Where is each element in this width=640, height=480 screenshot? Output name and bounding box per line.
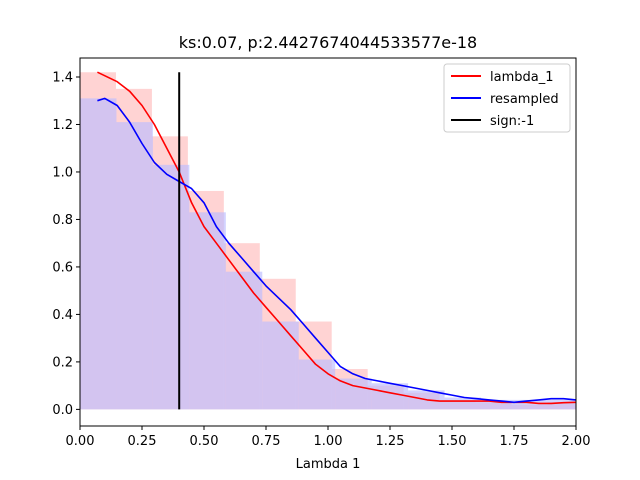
histogram-layer [80, 72, 576, 410]
series-line-resampled [97, 97, 577, 404]
hist-bar-resampled-13 [553, 399, 576, 410]
x-tick-label: 0.25 [128, 434, 157, 449]
x-tick-label: 0.00 [66, 434, 95, 449]
line-layer [97, 71, 577, 410]
x-tick-label: 0.75 [252, 434, 281, 449]
hist-bar-resampled-6 [298, 359, 336, 410]
chart-title: ks:0.07, p:2.4427674044533577e-18 [179, 33, 477, 52]
hist-bar-resampled-7 [335, 378, 372, 410]
hist-bar-resampled-8 [371, 383, 409, 410]
legend-label-sign: sign:-1 [490, 114, 534, 129]
x-tick-label: 1.25 [376, 434, 405, 449]
x-tick-label: 2.00 [562, 434, 591, 449]
y-tick-label: 1.2 [52, 118, 73, 133]
hist-bar-resampled-4 [225, 271, 263, 410]
y-tick-label: 0.8 [52, 213, 73, 228]
y-axis-ticks: 0.0 0.2 0.4 0.6 0.8 1.0 1.2 1.4 [52, 70, 80, 418]
plot-area [80, 71, 577, 410]
x-axis-ticks: 0.00 0.25 0.50 0.75 1.00 1.25 1.50 1.75 2.00 [66, 426, 591, 449]
hist-bar-resampled-3 [189, 212, 226, 410]
hist-bar-resampled-0 [80, 98, 117, 410]
y-tick-label: 0.6 [52, 260, 73, 275]
y-tick-label: 1.0 [52, 165, 73, 180]
x-tick-label: 1.00 [314, 434, 343, 449]
y-tick-label: 0.4 [52, 308, 73, 323]
series-line-lambda_1 [97, 71, 577, 405]
hist-bar-resampled-5 [262, 321, 299, 410]
y-tick-label: 1.4 [52, 70, 73, 85]
legend-label-resampled: resampled [490, 92, 559, 107]
x-tick-label: 1.50 [438, 434, 467, 449]
legend-label-lambda_1: lambda_1 [490, 70, 553, 85]
y-tick-label: 0.0 [52, 403, 73, 418]
hist-bar-resampled-11 [481, 399, 518, 410]
hist-bar-resampled-10 [444, 397, 482, 410]
y-tick-label: 0.2 [52, 355, 73, 370]
x-tick-label: 1.75 [500, 434, 529, 449]
legend-box [443, 63, 571, 133]
hist-bar-resampled-2 [152, 164, 190, 410]
hist-bar-resampled-1 [116, 122, 153, 410]
x-axis-label: Lambda 1 [296, 457, 361, 472]
x-tick-label: 0.50 [190, 434, 219, 449]
legend: lambda_1 resampled sign:-1 [443, 63, 571, 133]
hist-bar-resampled-12 [517, 399, 554, 410]
